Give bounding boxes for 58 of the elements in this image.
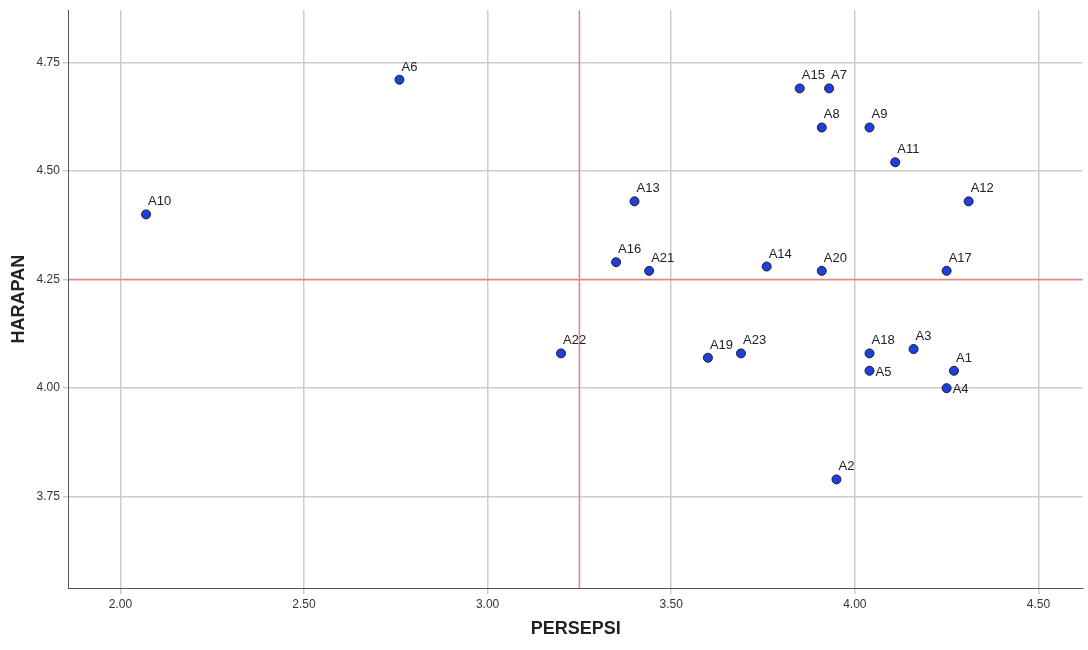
point	[864, 348, 875, 359]
point	[644, 265, 655, 276]
annotation: A9	[871, 106, 888, 122]
y-tick-label: 4.25	[36, 271, 61, 286]
x-tick-label: 4.50	[1026, 596, 1051, 611]
point	[611, 257, 622, 268]
point	[816, 122, 827, 133]
point	[864, 122, 875, 133]
point	[556, 348, 567, 359]
point	[141, 209, 152, 220]
x-tick-label: 3.50	[659, 596, 684, 611]
point	[941, 265, 952, 276]
x-tick-label: 2.50	[292, 596, 316, 611]
point	[941, 383, 952, 394]
annotation: A1	[955, 349, 972, 365]
x-tick-label: 2.00	[108, 596, 133, 611]
y-tick-label: 3.75	[36, 489, 61, 504]
annotation: A4	[952, 381, 969, 397]
annotation: A2	[838, 458, 855, 474]
point	[702, 352, 713, 363]
x-tick-label: 3.00	[475, 596, 500, 611]
annotation: A10	[148, 193, 172, 209]
y-axis-title: HARAPAN	[7, 254, 28, 344]
annotation: A3	[915, 328, 932, 344]
annotation: A5	[875, 363, 892, 379]
point	[761, 261, 772, 272]
point	[948, 365, 959, 376]
point	[831, 474, 842, 485]
annotation: A21	[651, 249, 675, 265]
annotation: A18	[871, 332, 895, 348]
annotation: A14	[768, 245, 792, 261]
y-tick-label: 4.00	[36, 380, 61, 395]
point	[394, 74, 405, 85]
point	[908, 344, 919, 355]
annotation: A16	[618, 241, 642, 257]
annotation: A8	[823, 106, 840, 122]
annotation: A20	[823, 249, 847, 265]
annotation: A15	[801, 67, 825, 83]
point	[864, 365, 875, 376]
annotation: A13	[636, 180, 660, 196]
point	[629, 196, 640, 207]
annotation: A12	[970, 180, 994, 196]
annotation: A7	[831, 67, 848, 83]
point	[824, 83, 835, 94]
x-axis-title: PERSEPSI	[530, 618, 621, 639]
point	[794, 83, 805, 94]
annotation: A23	[742, 332, 767, 348]
annotation: A6	[401, 58, 418, 74]
point	[890, 157, 901, 168]
point	[816, 265, 827, 276]
y-tick-label: 4.50	[36, 163, 61, 178]
x-tick-label: 4.00	[843, 596, 867, 611]
annotation: A19	[709, 336, 734, 352]
annotation: A17	[948, 249, 972, 265]
point	[963, 196, 974, 207]
y-tick-label: 4.75	[36, 54, 61, 69]
point	[735, 348, 746, 359]
annotation: A11	[897, 141, 920, 157]
